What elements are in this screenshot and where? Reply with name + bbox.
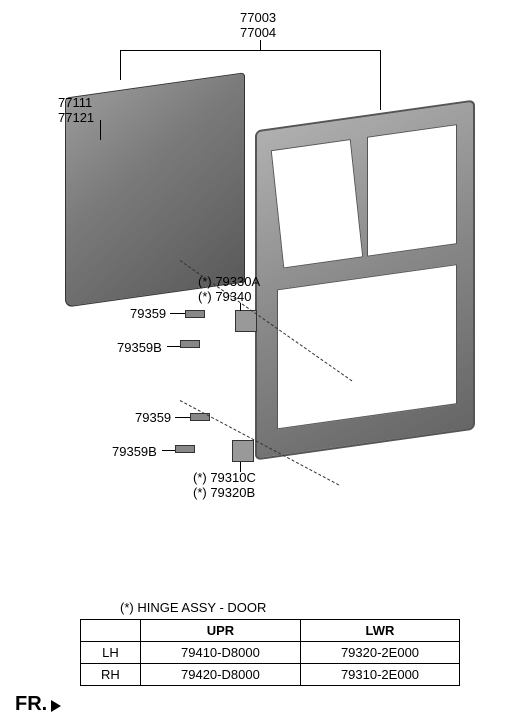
leader-line (120, 50, 380, 51)
leader-line (240, 462, 241, 472)
callout-hinge-lower-group: (*) 79310C (*) 79320B (193, 470, 256, 500)
leader-line (380, 50, 381, 110)
table-cell-lh-upr: 79410-D8000 (140, 642, 300, 664)
door-frame (255, 100, 475, 461)
callout-79359-upr: 79359 (130, 306, 166, 321)
callout-79330A: (*) 79330A (198, 274, 260, 289)
table-header-upr: UPR (140, 620, 300, 642)
frame-window-upper (271, 139, 364, 268)
table-header-lwr: LWR (301, 620, 460, 642)
table-title: (*) HINGE ASSY - DOOR (80, 600, 460, 615)
table-row: RH 79420-D8000 79310-2E000 (81, 664, 460, 686)
leader-line (120, 50, 121, 80)
bolt-lower-2 (175, 445, 195, 453)
table-cell-rh: RH (81, 664, 141, 686)
frame-window-upper2 (367, 124, 457, 257)
leader-line (260, 40, 261, 50)
leader-line (162, 450, 175, 451)
leader-line (167, 346, 180, 347)
hinge-lower (232, 440, 254, 462)
table-cell-rh-lwr: 79310-2E000 (301, 664, 460, 686)
leader-line (175, 417, 190, 418)
table-row: LH 79410-D8000 79320-2E000 (81, 642, 460, 664)
leader-line (100, 120, 101, 140)
callout-79320B: (*) 79320B (193, 485, 256, 500)
callout-77121: 77121 (58, 110, 94, 125)
arrow-icon (51, 700, 61, 712)
bolt-upper-1 (185, 310, 205, 318)
table-cell-lh-lwr: 79320-2E000 (301, 642, 460, 664)
callout-77003: 77003 (240, 10, 276, 25)
callout-79359-lwr: 79359 (135, 410, 171, 425)
fr-direction-label: FR. (15, 693, 61, 716)
callout-79340: (*) 79340 (198, 289, 260, 304)
callout-79359B-upr: 79359B (117, 340, 162, 355)
callout-top-group: 77003 77004 (240, 10, 276, 40)
table-header-blank (81, 620, 141, 642)
hinge-table: UPR LWR LH 79410-D8000 79320-2E000 RH 79… (80, 619, 460, 686)
table-header-row: UPR LWR (81, 620, 460, 642)
callout-77004: 77004 (240, 25, 276, 40)
table-cell-rh-upr: 79420-D8000 (140, 664, 300, 686)
callout-79310C: (*) 79310C (193, 470, 256, 485)
hinge-table-area: (*) HINGE ASSY - DOOR UPR LWR LH 79410-D… (80, 600, 460, 686)
diagram-area: 77003 77004 77111 77121 (*) 79330A (*) 7… (10, 10, 521, 590)
callout-panel-group: 77111 77121 (58, 95, 94, 125)
table-cell-lh: LH (81, 642, 141, 664)
fr-text: FR. (15, 693, 47, 716)
callout-79359B-lwr: 79359B (112, 444, 157, 459)
bolt-upper-2 (180, 340, 200, 348)
leader-line (170, 313, 185, 314)
callout-77111: 77111 (58, 95, 94, 110)
